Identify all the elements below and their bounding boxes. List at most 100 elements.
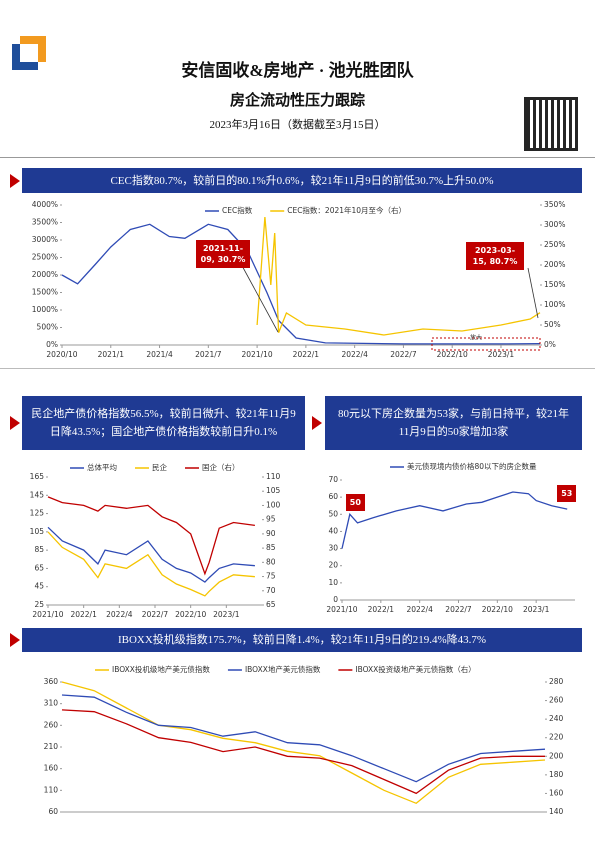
y-tick-label: 200% [544,260,565,269]
y-tick-label: 50 [328,509,338,518]
y-tick-label: 110 [266,472,281,481]
line-series [47,531,255,597]
y-tick-label: 310 [44,699,59,708]
y-tick-label: 100 [266,500,281,509]
y-tick-label: 105 [30,527,45,536]
zoom-box [431,337,541,351]
line-series [256,216,541,336]
x-tick-label: 2023/1 [213,610,240,619]
y-tick-label: 45 [34,582,44,591]
y-tick-label: 260 [44,720,59,729]
legend-label: 总体平均 [87,462,117,472]
legend-label: 民企 [152,462,167,472]
x-tick-label: 2022/10 [437,350,468,359]
y-tick-label: 85 [266,543,276,552]
line-series [47,496,255,576]
data-label: 53 [557,485,577,503]
legend-label: IBOXX投机级地产美元债指数 [112,664,210,674]
line-series [61,681,546,805]
legend-label: 国企（右） [202,462,240,472]
line-series [47,526,255,583]
annotation: 2023-03-15, 80.7% [466,242,524,270]
x-tick-label: 2021/10 [242,350,273,359]
y-tick-label: 180 [549,770,564,779]
y-tick-label: 60 [328,492,338,501]
x-tick-label: 2022/10 [482,605,513,614]
y-tick-label: 4000% [32,200,58,209]
y-tick-label: 240 [549,714,564,723]
marker [312,416,322,430]
x-tick-label: 2022/10 [175,610,206,619]
x-tick-label: 2021/4 [146,350,173,359]
legend-label: IBOXX地产美元债指数 [245,664,321,674]
y-tick-label: 60 [48,807,58,816]
x-tick-label: 2022/4 [341,350,368,359]
y-tick-label: 3000% [32,235,58,244]
line-series [341,491,568,549]
logo [12,36,46,70]
y-tick-label: 90 [266,529,276,538]
date: 2023年3月16日（数据截至3月15日） [209,119,386,131]
y-tick-label: 20 [328,561,338,570]
y-tick-label: 140 [549,807,564,816]
separator [0,157,595,158]
y-tick-label: 0 [333,595,338,604]
y-tick-label: 260 [549,696,564,705]
y-tick-label: 105 [266,486,281,495]
x-tick-label: 2021/10 [326,605,357,614]
banner: 80元以下房企数量为53家，与前日持平，较21年11月9日的50家增加3家 [325,396,582,450]
y-tick-label: 2500% [32,253,58,262]
legend-label: IBOXX投资级地产美元债指数（右） [355,664,475,674]
x-tick-label: 2023/1 [488,350,515,359]
y-tick-label: 350% [544,200,565,209]
legend-label: CEC指数 [222,205,253,215]
y-tick-label: 210 [44,742,59,751]
y-tick-label: 160 [549,788,564,797]
x-tick-label: 2022/7 [142,610,169,619]
y-tick-label: 220 [549,733,564,742]
y-tick-label: 85 [34,545,44,554]
y-tick-label: 300% [544,220,565,229]
data-label: 50 [345,494,365,512]
y-tick-label: 50% [544,320,561,329]
y-tick-label: 70 [328,475,338,484]
title: 安信固收&房地产 · 池光胜团队 [181,61,414,80]
separator [0,368,595,369]
x-tick-label: 2020/10 [46,350,77,359]
y-tick-label: 75 [266,572,276,581]
legend-label: CEC指数：2021年10月至今（右） [287,205,406,215]
annotation-arrow [239,261,279,333]
line-series [61,223,541,345]
y-tick-label: 500% [37,323,58,332]
y-tick-label: 165 [30,472,45,481]
x-tick-label: 2022/7 [390,350,417,359]
annotation: 2021-11-09, 30.7% [196,240,250,268]
y-tick-label: 40 [328,526,338,535]
marker [10,174,20,188]
x-tick-label: 2022/1 [293,350,320,359]
y-tick-label: 280 [549,677,564,686]
y-tick-label: 70 [266,586,276,595]
line-series [61,709,545,795]
y-tick-label: 80 [266,557,276,566]
y-tick-label: 10 [328,578,338,587]
y-tick-label: 1000% [32,305,58,314]
banner: CEC指数80.7%，较前日的80.1%升0.6%，较21年11月9日的前低30… [22,168,582,193]
annotation: 放大 [470,334,482,342]
x-tick-label: 2022/7 [445,605,472,614]
y-tick-label: 95 [266,515,276,524]
x-tick-label: 2021/10 [32,610,63,619]
banner: 民企地产债价格指数56.5%，较前日微升、较21年11月9日降43.5%；国企地… [22,396,305,450]
x-tick-label: 2022/4 [106,610,133,619]
y-tick-label: 0% [46,340,58,349]
marker [10,633,20,647]
y-tick-label: 100% [544,300,565,309]
y-tick-label: 30 [328,544,338,553]
banner: IBOXX投机级指数175.7%，较前日降1.4%，较21年11月9日的219.… [22,628,582,652]
marker [10,416,20,430]
y-tick-label: 2000% [32,270,58,279]
line-series [61,694,546,783]
x-tick-label: 2022/1 [368,605,395,614]
x-tick-label: 2021/1 [98,350,125,359]
